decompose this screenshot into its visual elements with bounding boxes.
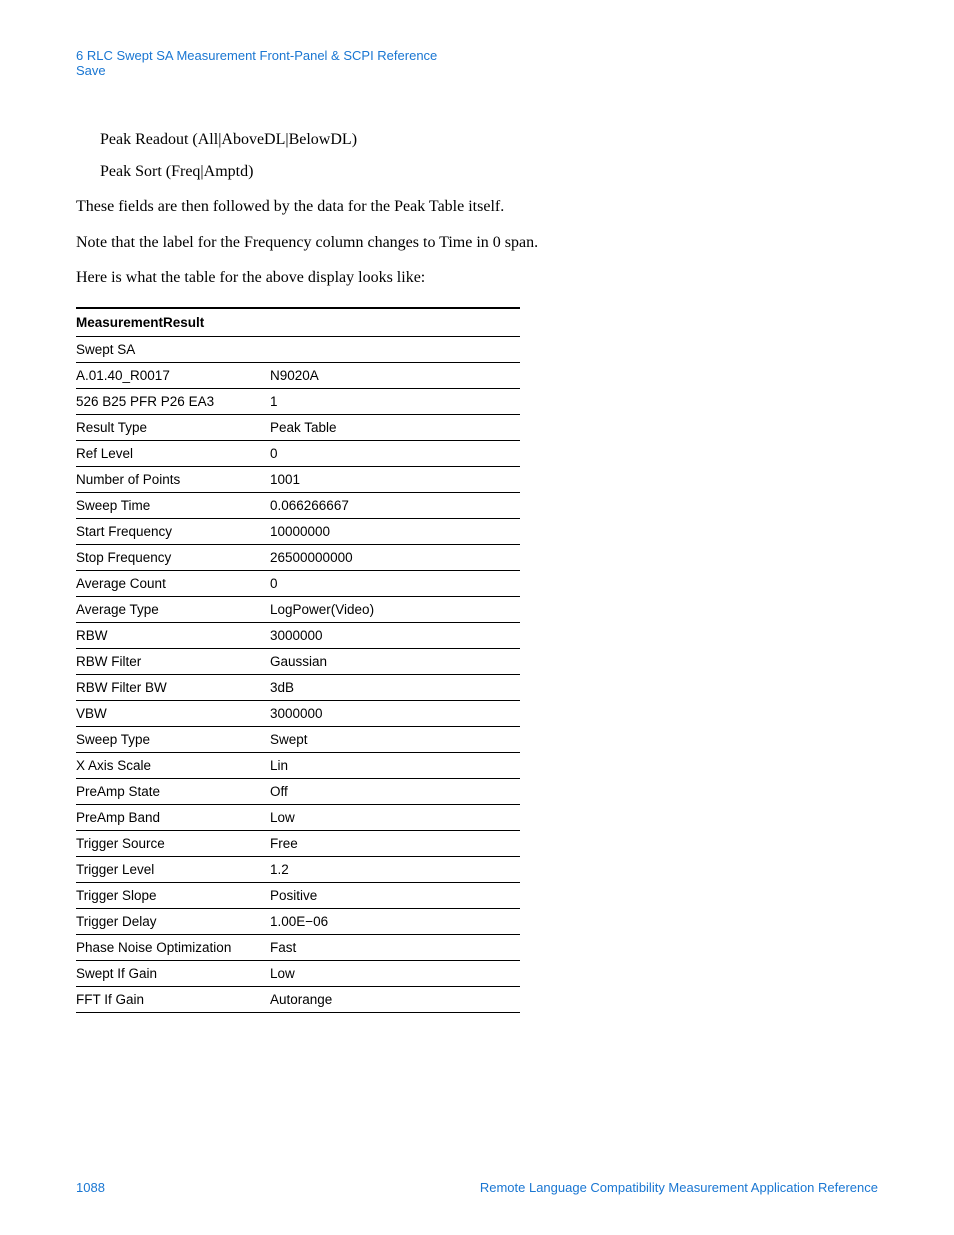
table-row: Ref Level0 <box>76 440 520 466</box>
table-cell-value: Positive <box>270 882 520 908</box>
table-cell-value: 3000000 <box>270 622 520 648</box>
page-footer: 1088 Remote Language Compatibility Measu… <box>76 1180 878 1195</box>
table-cell-label: Average Type <box>76 596 270 622</box>
table-cell-label: Average Count <box>76 570 270 596</box>
table-cell-label: Trigger Delay <box>76 908 270 934</box>
table-row: Sweep Time0.066266667 <box>76 492 520 518</box>
header-section: Save <box>76 63 878 78</box>
table-cell-value: Off <box>270 778 520 804</box>
table-cell-value: LogPower(Video) <box>270 596 520 622</box>
table-row: RBW FilterGaussian <box>76 648 520 674</box>
table-row: RBW Filter BW3dB <box>76 674 520 700</box>
table-row: Start Frequency10000000 <box>76 518 520 544</box>
indent-paragraph-1: Peak Readout (All|AboveDL|BelowDL) <box>100 128 878 152</box>
table-row: Average TypeLogPower(Video) <box>76 596 520 622</box>
measurement-result-table: MeasurementResult Swept SAA.01.40_R0017N… <box>76 307 520 1013</box>
table-cell-label: Swept SA <box>76 336 270 362</box>
table-cell-value: Low <box>270 804 520 830</box>
table-cell-value: Swept <box>270 726 520 752</box>
table-row: RBW3000000 <box>76 622 520 648</box>
table-row: Sweep TypeSwept <box>76 726 520 752</box>
table-cell-value: 1.00E−06 <box>270 908 520 934</box>
table-cell-label: FFT If Gain <box>76 986 270 1012</box>
table-row: Average Count0 <box>76 570 520 596</box>
table-cell-value: 0 <box>270 440 520 466</box>
table-row: PreAmp StateOff <box>76 778 520 804</box>
table-body: Swept SAA.01.40_R0017N9020A526 B25 PFR P… <box>76 336 520 1012</box>
table-row: Trigger SourceFree <box>76 830 520 856</box>
table-cell-value: 3dB <box>270 674 520 700</box>
table-row: A.01.40_R0017N9020A <box>76 362 520 388</box>
table-cell-label: Stop Frequency <box>76 544 270 570</box>
table-cell-label: PreAmp Band <box>76 804 270 830</box>
table-cell-value: 26500000000 <box>270 544 520 570</box>
table-cell-value: Fast <box>270 934 520 960</box>
table-cell-value: Autorange <box>270 986 520 1012</box>
header-chapter: 6 RLC Swept SA Measurement Front-Panel &… <box>76 48 878 63</box>
table-cell-label: VBW <box>76 700 270 726</box>
table-cell-label: Phase Noise Optimization <box>76 934 270 960</box>
table-row: X Axis ScaleLin <box>76 752 520 778</box>
table-row: PreAmp BandLow <box>76 804 520 830</box>
table-cell-label: Sweep Time <box>76 492 270 518</box>
table-cell-value: Gaussian <box>270 648 520 674</box>
table-row: Trigger Level1.2 <box>76 856 520 882</box>
table-cell-label: Number of Points <box>76 466 270 492</box>
body-paragraph-1: These fields are then followed by the da… <box>76 194 878 220</box>
table-cell-label: RBW Filter BW <box>76 674 270 700</box>
table-cell-value: Low <box>270 960 520 986</box>
footer-page-number: 1088 <box>76 1180 105 1195</box>
table-row: Swept If GainLow <box>76 960 520 986</box>
table-cell-value: 1 <box>270 388 520 414</box>
table-cell-label: RBW <box>76 622 270 648</box>
table-row: Number of Points1001 <box>76 466 520 492</box>
table-row: Trigger Delay1.00E−06 <box>76 908 520 934</box>
table-cell-value: 3000000 <box>270 700 520 726</box>
table-row: Stop Frequency26500000000 <box>76 544 520 570</box>
table-row: 526 B25 PFR P26 EA31 <box>76 388 520 414</box>
indent-paragraph-2: Peak Sort (Freq|Amptd) <box>100 160 878 184</box>
table-cell-value: 0.066266667 <box>270 492 520 518</box>
table-cell-value: 1001 <box>270 466 520 492</box>
table-row: VBW3000000 <box>76 700 520 726</box>
table-cell-value: Peak Table <box>270 414 520 440</box>
table-cell-label: Sweep Type <box>76 726 270 752</box>
table-cell-label: Start Frequency <box>76 518 270 544</box>
document-page: 6 RLC Swept SA Measurement Front-Panel &… <box>0 0 954 1235</box>
table-cell-label: 526 B25 PFR P26 EA3 <box>76 388 270 414</box>
table-cell-value: N9020A <box>270 362 520 388</box>
table-cell-value: Free <box>270 830 520 856</box>
table-row: FFT If GainAutorange <box>76 986 520 1012</box>
table-cell-label: Trigger Source <box>76 830 270 856</box>
table-cell-label: Trigger Slope <box>76 882 270 908</box>
table-cell-label: Result Type <box>76 414 270 440</box>
table-row: Trigger SlopePositive <box>76 882 520 908</box>
table-cell-label: RBW Filter <box>76 648 270 674</box>
table-cell-label: A.01.40_R0017 <box>76 362 270 388</box>
table-header-cell: MeasurementResult <box>76 308 520 337</box>
table-cell-value: 1.2 <box>270 856 520 882</box>
table-cell-label: Ref Level <box>76 440 270 466</box>
body-paragraph-2: Note that the label for the Frequency co… <box>76 230 878 256</box>
table-row: Swept SA <box>76 336 520 362</box>
table-row: Phase Noise OptimizationFast <box>76 934 520 960</box>
table-cell-label: X Axis Scale <box>76 752 270 778</box>
body-paragraph-3: Here is what the table for the above dis… <box>76 265 878 291</box>
table-cell-label: Trigger Level <box>76 856 270 882</box>
table-cell-label: Swept If Gain <box>76 960 270 986</box>
table-cell-value: 0 <box>270 570 520 596</box>
table-cell-value: Lin <box>270 752 520 778</box>
footer-doc-title: Remote Language Compatibility Measuremen… <box>480 1180 878 1195</box>
table-row: Result TypePeak Table <box>76 414 520 440</box>
table-cell-label: PreAmp State <box>76 778 270 804</box>
table-cell-value <box>270 336 520 362</box>
table-header-row: MeasurementResult <box>76 308 520 337</box>
table-cell-value: 10000000 <box>270 518 520 544</box>
